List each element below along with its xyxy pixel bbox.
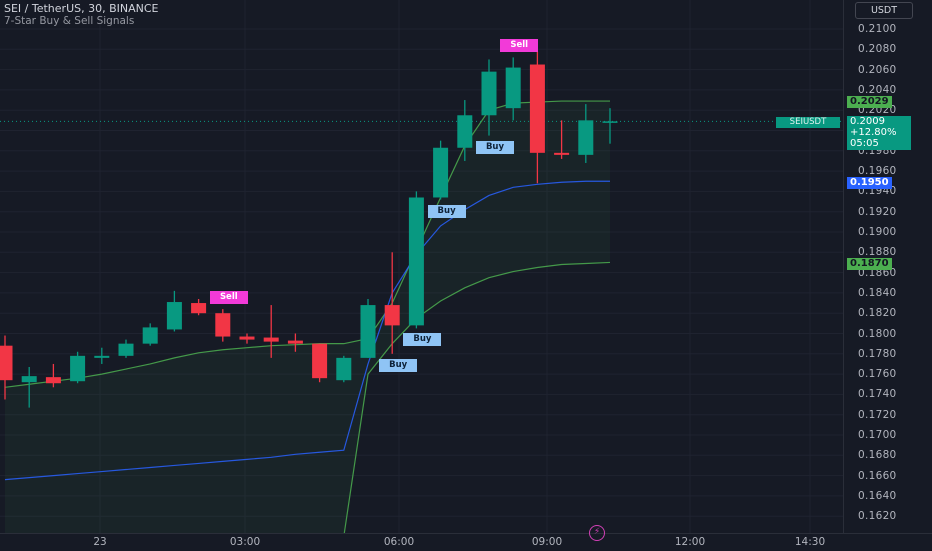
- price-tick-label: 0.1620: [858, 510, 897, 523]
- buy-signal-label: Buy: [403, 333, 442, 347]
- candle-body: [287, 340, 303, 344]
- price-tick-label: 0.1720: [858, 408, 897, 421]
- candle-body: [142, 327, 158, 344]
- price-tick-label: 0.1900: [858, 226, 897, 238]
- indicator-legend[interactable]: 7-Star Buy & Sell Signals: [4, 15, 135, 27]
- time-tick-label: 06:00: [383, 536, 415, 548]
- candle-body: [0, 345, 13, 381]
- sell-signal-label: Sell: [500, 39, 539, 53]
- time-tick-label: 14:30: [794, 536, 826, 548]
- price-tick-label: 0.1740: [858, 388, 897, 401]
- symbol-legend[interactable]: SEI / TetherUS, 30, BINANCE: [4, 2, 159, 15]
- buy-signal-label: Buy: [427, 204, 466, 218]
- price-tick-label: 0.1920: [858, 205, 897, 218]
- candle-body: [70, 355, 86, 382]
- upper-band-price-tag: 0.2029: [847, 96, 892, 108]
- price-tick-label: 0.1760: [858, 368, 897, 381]
- buy-signal-label: Buy: [379, 358, 418, 372]
- price-tick-label: 0.2040: [858, 83, 897, 96]
- price-tick-label: 0.1820: [858, 307, 897, 320]
- candle-body: [215, 313, 231, 337]
- symbol-price-tag: SEIUSDT: [776, 117, 840, 128]
- candle-body: [360, 305, 376, 358]
- candle-body: [239, 336, 255, 340]
- band-fill: [5, 101, 610, 533]
- lower-band-price-tag: 0.1870: [847, 258, 892, 270]
- price-tick-label: 0.1800: [858, 327, 897, 340]
- candle-body: [263, 337, 279, 342]
- price-axis[interactable]: 0.21000.20800.20600.20400.20200.20000.19…: [843, 0, 932, 533]
- candle-body: [554, 152, 570, 155]
- candle-body: [505, 67, 521, 109]
- price-tick-label: 0.2100: [858, 23, 897, 35]
- mid-band-price-tag: 0.1950: [847, 177, 892, 189]
- price-tick-label: 0.1960: [858, 165, 897, 178]
- bar-countdown: 05:05: [850, 138, 879, 149]
- candle-body: [94, 355, 110, 358]
- time-tick-label: 23: [93, 536, 107, 548]
- last-price: 0.2009: [850, 116, 885, 127]
- buy-signal-label: Buy: [476, 140, 514, 154]
- middle-band-line: [4, 180, 610, 481]
- candle-body: [21, 376, 37, 383]
- lower-band-line: [343, 261, 611, 533]
- candle-body: [191, 303, 207, 314]
- candlestick-chart[interactable]: [0, 0, 843, 533]
- candle-body: [45, 377, 61, 384]
- price-tick-label: 0.1880: [858, 246, 897, 259]
- price-tick-label: 0.1640: [858, 489, 897, 502]
- candle-body: [457, 115, 473, 148]
- change-percent: +12.80%: [850, 127, 897, 138]
- price-tick-label: 0.1780: [858, 347, 897, 360]
- candle-body: [529, 64, 545, 153]
- time-tick-label: 03:00: [229, 536, 261, 548]
- time-tick-label: 09:00: [531, 536, 563, 548]
- price-tick-label: 0.1680: [858, 449, 897, 462]
- candle-body: [118, 343, 134, 356]
- price-tick-label: 0.2060: [858, 63, 897, 76]
- candle-body: [166, 302, 182, 330]
- price-tick-label: 0.1660: [858, 469, 897, 482]
- last-price-box: 0.2009 +12.80% 05:05: [847, 116, 911, 150]
- chart-plot-area[interactable]: Sell Buy Buy Buy Buy Sell: [0, 0, 843, 533]
- candle-body: [602, 121, 618, 123]
- time-tick-label: 12:00: [674, 536, 706, 548]
- candle-body: [312, 343, 328, 379]
- candle-body: [336, 357, 352, 381]
- candle-body: [384, 305, 400, 326]
- price-tick-label: 0.1840: [858, 286, 897, 299]
- price-tick-label: 0.1700: [858, 429, 897, 441]
- candle-body: [408, 197, 424, 326]
- candle-body: [578, 120, 594, 155]
- currency-button[interactable]: USDT: [855, 2, 913, 19]
- candle-body: [433, 147, 449, 198]
- lightning-icon[interactable]: ⚡: [589, 525, 605, 541]
- price-tick-label: 0.2080: [858, 43, 897, 56]
- sell-signal-label: Sell: [209, 291, 248, 305]
- candle-body: [481, 71, 497, 116]
- time-axis[interactable]: 23 03:00 06:00 09:00 12:00 14:30: [0, 533, 932, 551]
